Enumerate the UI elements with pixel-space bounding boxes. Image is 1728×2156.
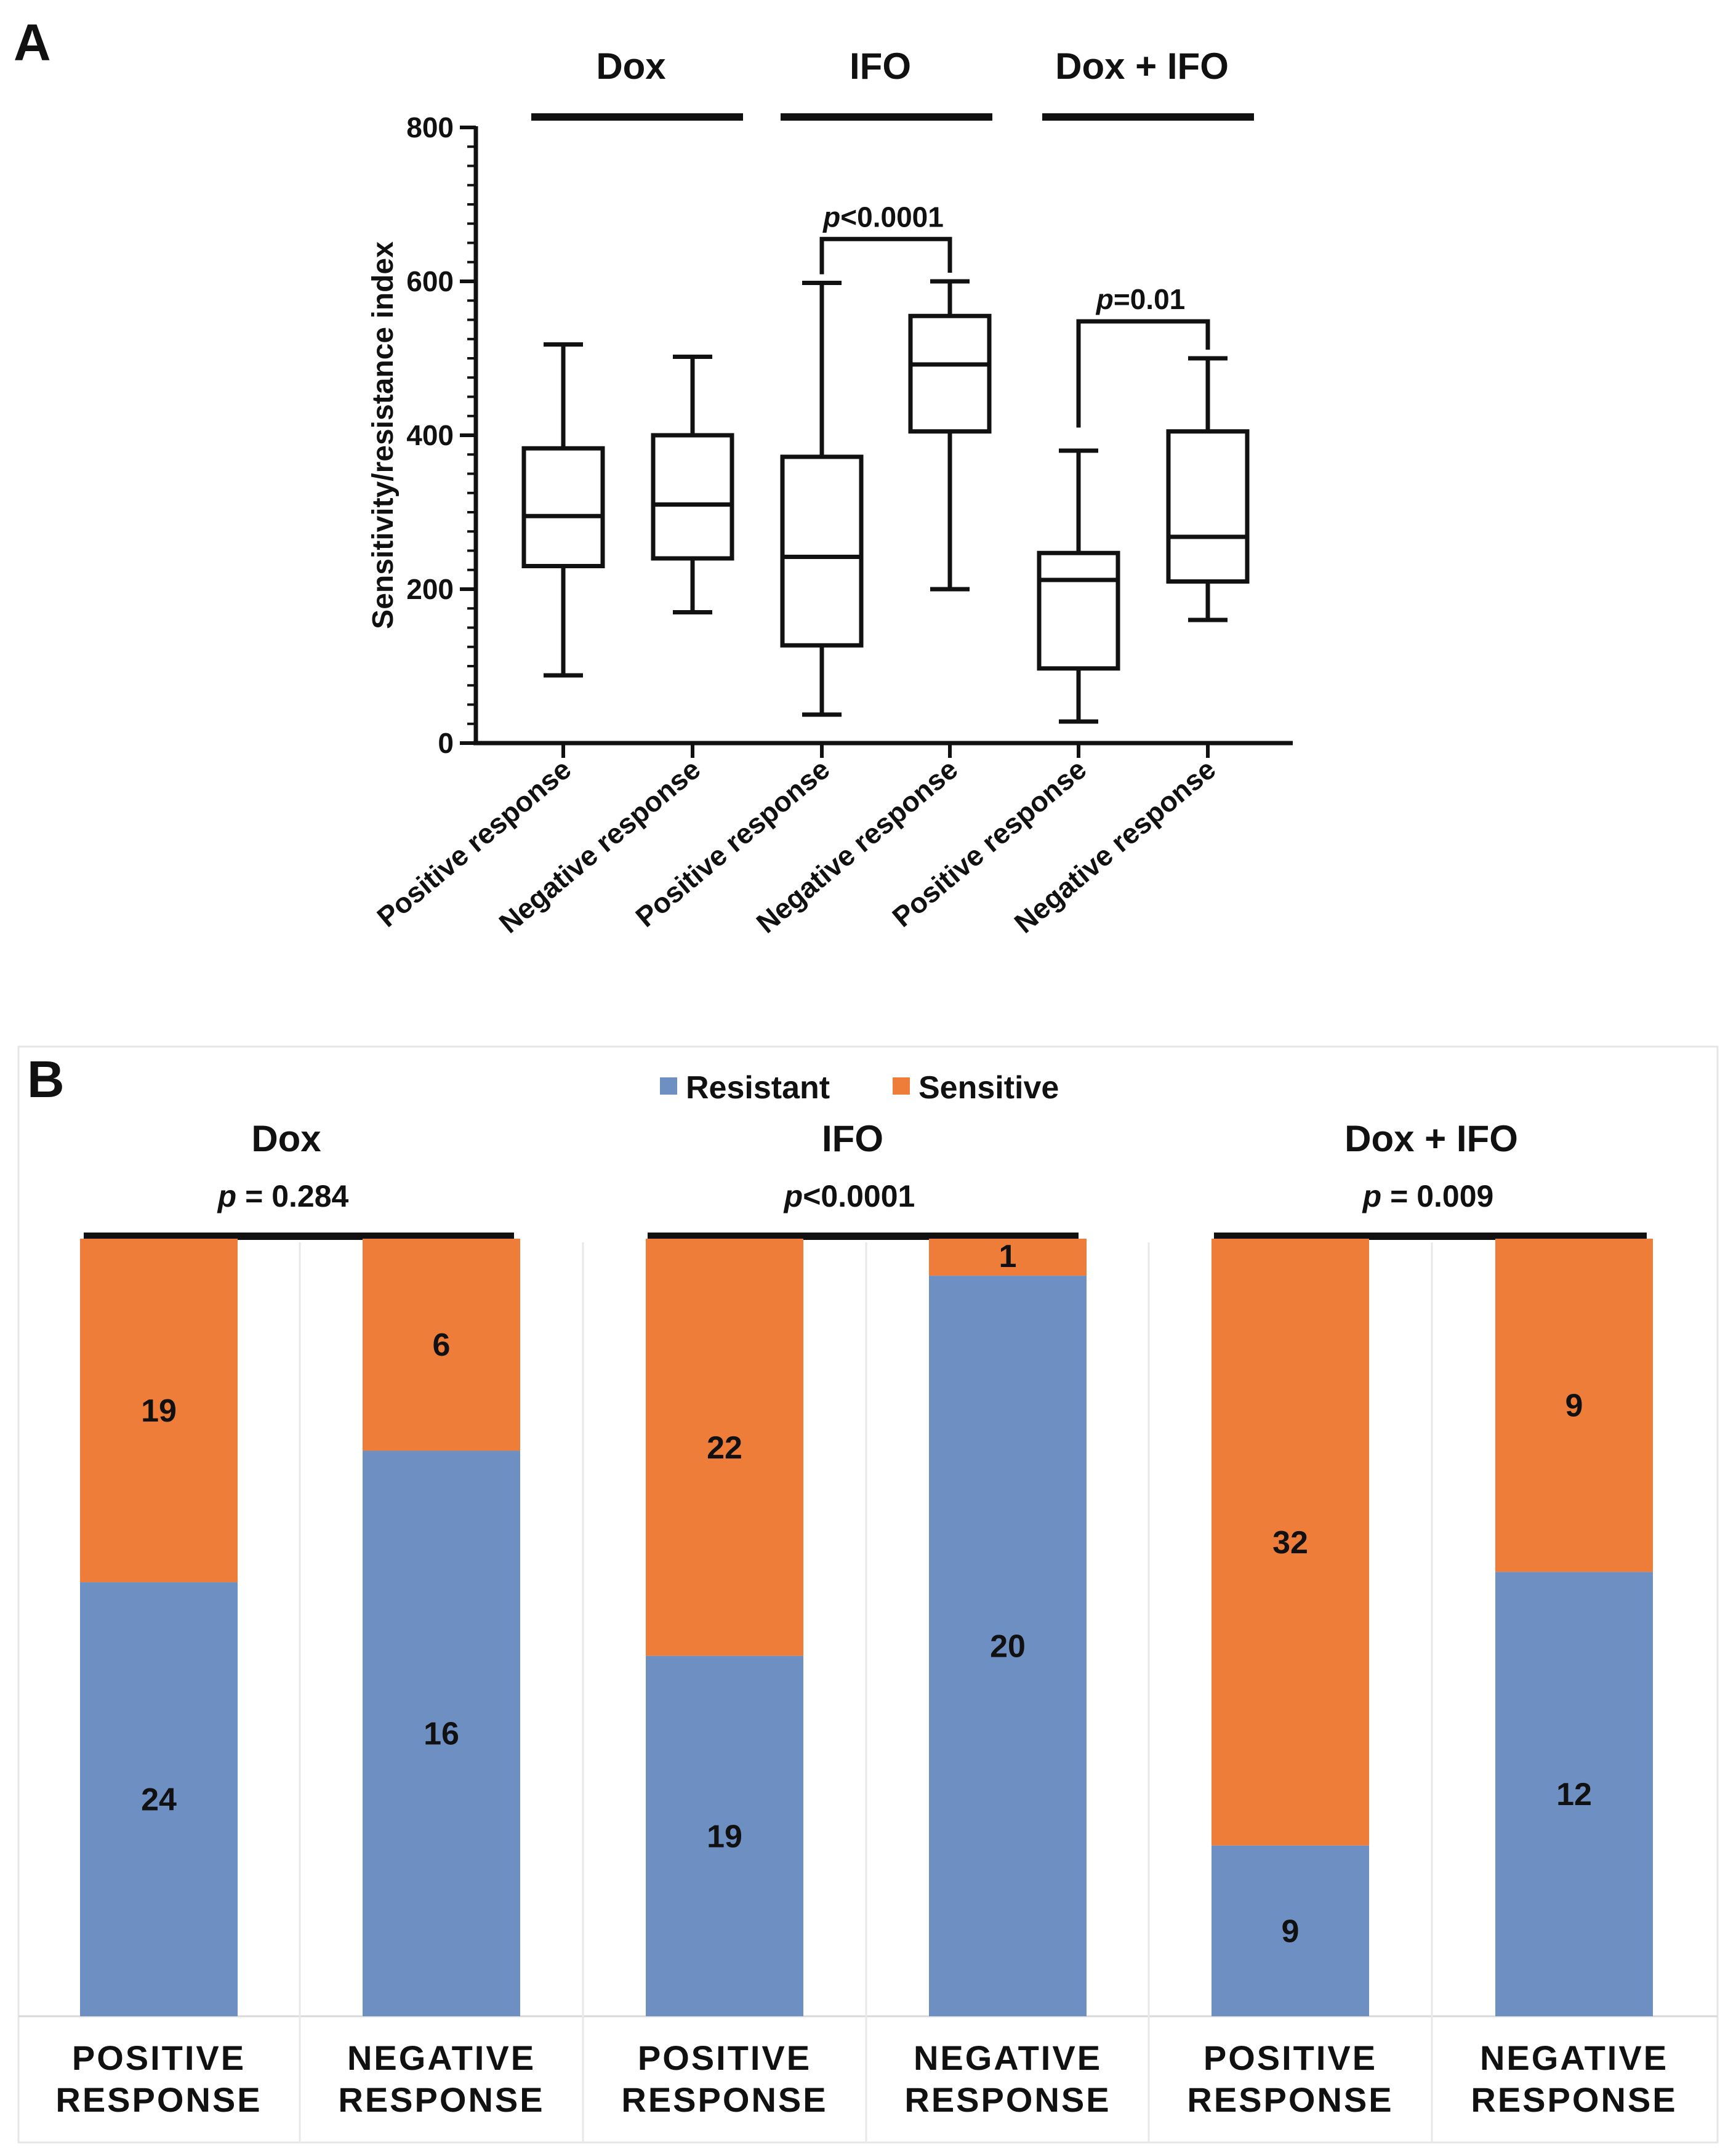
sensitive-value-label: 19 [141, 1393, 177, 1429]
significance-bracket [819, 236, 952, 275]
category-label-line1: POSITIVE [1204, 2038, 1377, 2077]
category-label-line1: POSITIVE [638, 2038, 811, 2077]
significance-bracket [1076, 319, 1210, 428]
resistant-segment [1212, 1845, 1369, 2016]
sensitive-segment [1495, 1239, 1653, 1572]
y-tick-label: 400 [406, 419, 454, 451]
sensitive-segment [929, 1239, 1087, 1276]
sensitive-value-label: 6 [433, 1327, 451, 1363]
category-label-line2: RESPONSE [621, 2080, 827, 2119]
sensitive-segment [646, 1239, 803, 1656]
resistant-value-label: 9 [1282, 1913, 1300, 1949]
resistant-segment [363, 1450, 520, 2016]
y-axis-label: Sensitivity/resistance index [367, 241, 400, 629]
resistant-segment [929, 1276, 1087, 2016]
category-label-line2: RESPONSE [1471, 2080, 1677, 2119]
iqr-box [908, 313, 992, 434]
legend-label: Resistant [686, 1070, 830, 1106]
iqr-box [1166, 429, 1250, 584]
stacked-bar-chart: Resistant Sensitive Dox p = 0.284 IFO p<0.000… [17, 1045, 1719, 2144]
resistant-value-label: 24 [141, 1782, 177, 1818]
iqr-box [780, 454, 864, 648]
category-label-line2: RESPONSE [338, 2080, 544, 2119]
p-value-label: p = 0.284 [217, 1179, 349, 1213]
category-label-line1: NEGATIVE [347, 2038, 536, 2077]
y-tick-label: 200 [406, 573, 454, 605]
group-title: IFO [850, 46, 911, 87]
sensitive-value-label: 1 [999, 1239, 1017, 1274]
legend-swatch [660, 1077, 677, 1095]
panel-label-a: A [14, 14, 51, 71]
category-label-line2: RESPONSE [55, 2080, 262, 2119]
sensitive-value-label: 22 [707, 1430, 742, 1466]
panel-label-b: B [27, 1050, 65, 1108]
group-title: Dox + IFO [1344, 1118, 1518, 1159]
category-label-line1: NEGATIVE [914, 2038, 1102, 2077]
sensitive-segment [80, 1239, 238, 1583]
group-title: IFO [822, 1118, 883, 1159]
category-label-line2: RESPONSE [1187, 2080, 1393, 2119]
category-label-line2: RESPONSE [904, 2080, 1111, 2119]
group-title: Dox [596, 46, 665, 87]
y-tick-label: 0 [438, 727, 454, 759]
resistant-value-label: 20 [990, 1629, 1026, 1665]
sensitive-value-label: 32 [1272, 1525, 1308, 1561]
p-value-label: p<0.0001 [822, 201, 944, 233]
resistant-value-label: 12 [1556, 1777, 1592, 1812]
panel-frame [17, 1045, 1719, 2144]
p-value-label: p = 0.009 [1362, 1179, 1494, 1213]
resistant-value-label: 16 [424, 1716, 459, 1752]
sensitive-segment [363, 1239, 520, 1451]
category-label-line1: POSITIVE [72, 2038, 246, 2077]
resistant-segment [646, 1655, 803, 2016]
group-title: Dox + IFO [1055, 46, 1229, 87]
iqr-box [1037, 550, 1120, 671]
p-value-label: p<0.0001 [783, 1179, 915, 1213]
y-tick-label: 600 [406, 265, 454, 297]
p-value-label: p=0.01 [1095, 283, 1186, 315]
iqr-box [651, 433, 734, 561]
legend-swatch [893, 1077, 910, 1095]
y-tick-label: 800 [406, 111, 454, 143]
group-title: Dox [251, 1118, 321, 1159]
resistant-value-label: 19 [707, 1819, 742, 1854]
box-plot-chart: 0 200 400 600 800 Sensitivity/resistance inde… [367, 46, 1293, 939]
legend-label: Sensitive [918, 1070, 1059, 1106]
sensitive-segment [1212, 1239, 1369, 1846]
sensitive-value-label: 9 [1565, 1388, 1583, 1424]
category-label-line1: NEGATIVE [1480, 2038, 1668, 2077]
iqr-box [521, 446, 605, 568]
resistant-segment [1495, 1572, 1653, 2016]
resistant-segment [80, 1582, 238, 2016]
